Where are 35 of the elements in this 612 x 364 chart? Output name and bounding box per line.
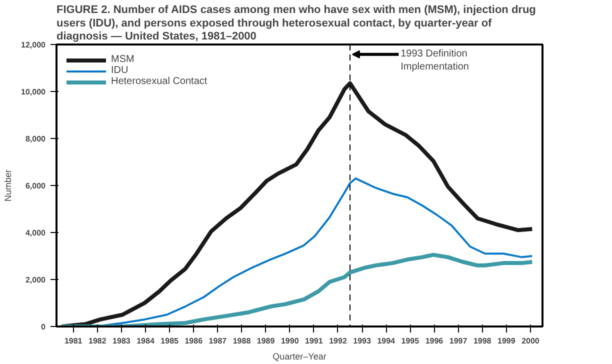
- y-tick-label: 0: [41, 322, 46, 332]
- y-tick-label: 4,000: [25, 228, 46, 238]
- legend-label: IDU: [111, 65, 130, 76]
- x-tick-label: 1983: [112, 336, 131, 346]
- x-tick-label: 1986: [184, 336, 204, 346]
- x-tick-label: 1990: [280, 336, 300, 346]
- y-tick-label: 10,000: [21, 88, 46, 96]
- x-tick-label: 1998: [473, 336, 492, 346]
- legend-label: MSM: [111, 54, 134, 65]
- x-axis-title: Quarter–Year: [272, 352, 326, 362]
- x-tick-label: 1994: [377, 336, 396, 346]
- y-tick-label: 2,000: [25, 276, 46, 284]
- y-axis-title: Number: [3, 169, 14, 202]
- x-tick-label: 1995: [401, 336, 420, 346]
- chart-title: FIGURE 2. Number of AIDS cases among men who have sex with men (MSM), injection drug users (IDU), and persons exposed through heterosexual contact, by quarter-year of diagnosis — United States, 1981–2000: [56, 4, 536, 42]
- x-tick-label: 1996: [425, 336, 444, 346]
- y-tick-label: 8,000: [25, 134, 46, 144]
- legend-label: Heterosexual Contact: [111, 76, 208, 87]
- x-tick-label: 1993: [353, 336, 372, 346]
- x-tick-label: 1984: [136, 336, 155, 346]
- x-tick-label: 1988: [232, 336, 252, 346]
- x-tick-label: 1982: [88, 336, 107, 346]
- x-tick-label: 1987: [208, 336, 228, 346]
- x-tick-label: 1999: [498, 336, 516, 346]
- x-tick-label: 1991: [305, 336, 324, 346]
- x-tick-label: 1985: [160, 336, 180, 346]
- x-tick-label: 2000: [522, 336, 540, 346]
- line-series: [59, 252, 534, 326]
- ref-line-label: 1993 Definition Implementation: [400, 48, 469, 73]
- x-tick-label: 1997: [449, 336, 468, 346]
- y-tick-label: 12,000: [21, 40, 46, 50]
- y-tick-label: 6,000: [25, 182, 46, 190]
- x-tick-label: 1981: [64, 336, 83, 346]
- x-tick-label: 1992: [329, 336, 348, 346]
- x-tick-label: 1989: [256, 336, 276, 346]
